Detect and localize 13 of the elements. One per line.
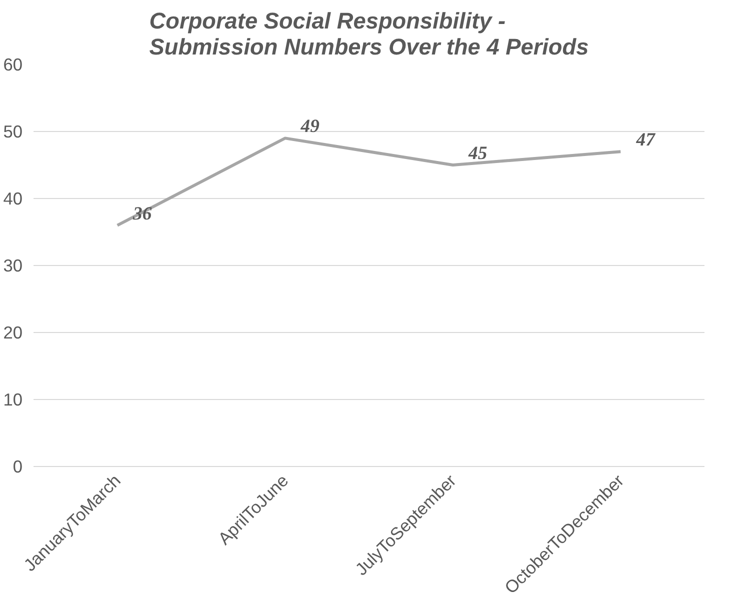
data-label: 45 [468, 143, 488, 164]
y-tick-label: 0 [12, 456, 23, 476]
y-tick-label: 30 [3, 256, 23, 276]
data-label: 36 [132, 203, 152, 224]
y-tick-label: 20 [3, 322, 23, 342]
chart-title: Corporate Social Responsibility - Submission Numbers Over the 4 Periods [149, 8, 589, 60]
line-series [116, 136, 622, 227]
y-tick-label: 50 [3, 122, 23, 142]
data-label: 49 [300, 116, 320, 138]
y-tick-label: 40 [3, 188, 23, 208]
y-tick-label: 10 [3, 390, 23, 410]
y-tick-label: 60 [3, 54, 23, 74]
data-label: 47 [635, 130, 656, 151]
